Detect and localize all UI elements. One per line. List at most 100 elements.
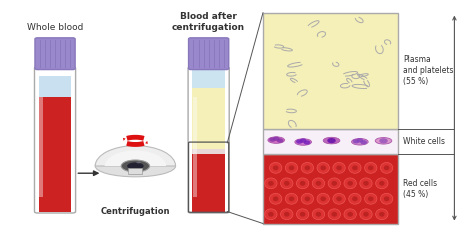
Bar — [263, 129, 398, 154]
Ellipse shape — [344, 209, 356, 220]
Ellipse shape — [363, 212, 369, 217]
Ellipse shape — [296, 209, 309, 220]
Bar — [263, 154, 398, 224]
Ellipse shape — [384, 165, 389, 170]
Bar — [39, 75, 72, 97]
Ellipse shape — [289, 165, 294, 170]
FancyBboxPatch shape — [189, 38, 229, 70]
Ellipse shape — [268, 181, 273, 186]
Ellipse shape — [331, 181, 337, 186]
Ellipse shape — [316, 181, 321, 186]
Ellipse shape — [277, 138, 283, 143]
Ellipse shape — [349, 193, 361, 204]
Ellipse shape — [273, 165, 278, 170]
Ellipse shape — [273, 196, 278, 201]
Bar — [39, 97, 72, 212]
Ellipse shape — [300, 181, 305, 186]
Bar — [192, 154, 225, 212]
Ellipse shape — [284, 212, 290, 217]
Ellipse shape — [328, 209, 340, 220]
Text: Red cells
(45 %): Red cells (45 %) — [403, 179, 438, 199]
Wedge shape — [95, 146, 175, 166]
Ellipse shape — [375, 138, 392, 144]
Ellipse shape — [381, 193, 393, 204]
Text: Whole blood: Whole blood — [27, 23, 83, 32]
Ellipse shape — [300, 138, 307, 143]
Ellipse shape — [270, 193, 282, 204]
Bar — [263, 13, 398, 129]
Ellipse shape — [265, 209, 277, 220]
Ellipse shape — [352, 196, 358, 201]
Ellipse shape — [281, 209, 293, 220]
Ellipse shape — [352, 139, 368, 145]
Ellipse shape — [312, 209, 325, 220]
Ellipse shape — [285, 193, 298, 204]
Ellipse shape — [379, 181, 384, 186]
Ellipse shape — [301, 193, 313, 204]
Ellipse shape — [336, 196, 342, 201]
Ellipse shape — [368, 196, 374, 201]
Ellipse shape — [270, 162, 282, 173]
Ellipse shape — [312, 178, 325, 189]
Ellipse shape — [268, 212, 273, 217]
Ellipse shape — [304, 140, 310, 145]
Ellipse shape — [331, 212, 337, 217]
Ellipse shape — [296, 178, 309, 189]
Ellipse shape — [301, 162, 313, 173]
Ellipse shape — [379, 212, 384, 217]
Ellipse shape — [317, 193, 329, 204]
Ellipse shape — [269, 137, 276, 142]
Ellipse shape — [305, 165, 310, 170]
Bar — [192, 68, 225, 88]
Ellipse shape — [356, 138, 363, 142]
FancyBboxPatch shape — [35, 38, 75, 70]
Ellipse shape — [368, 165, 374, 170]
Ellipse shape — [320, 165, 326, 170]
Ellipse shape — [137, 161, 141, 163]
Bar — [192, 88, 225, 148]
Ellipse shape — [376, 209, 388, 220]
Ellipse shape — [365, 162, 377, 173]
Ellipse shape — [360, 209, 372, 220]
Bar — [193, 97, 197, 197]
Ellipse shape — [323, 137, 340, 144]
Ellipse shape — [379, 138, 388, 143]
Ellipse shape — [289, 196, 294, 201]
Ellipse shape — [360, 140, 367, 144]
Ellipse shape — [273, 136, 280, 141]
Ellipse shape — [320, 196, 326, 201]
Ellipse shape — [352, 165, 358, 170]
Ellipse shape — [363, 181, 369, 186]
Ellipse shape — [336, 165, 342, 170]
Ellipse shape — [127, 162, 144, 170]
Ellipse shape — [316, 212, 321, 217]
Ellipse shape — [344, 178, 356, 189]
Ellipse shape — [333, 193, 345, 204]
Ellipse shape — [360, 178, 372, 189]
Text: Blood after
centrifugation: Blood after centrifugation — [172, 13, 245, 32]
Ellipse shape — [327, 138, 336, 143]
Ellipse shape — [381, 162, 393, 173]
Ellipse shape — [95, 155, 175, 177]
Ellipse shape — [265, 178, 277, 189]
Ellipse shape — [317, 162, 329, 173]
Ellipse shape — [333, 162, 345, 173]
Text: Centrifugation: Centrifugation — [100, 207, 170, 216]
Ellipse shape — [349, 162, 361, 173]
Ellipse shape — [365, 193, 377, 204]
Ellipse shape — [353, 139, 359, 143]
Ellipse shape — [376, 178, 388, 189]
Ellipse shape — [296, 139, 303, 144]
Ellipse shape — [384, 196, 389, 201]
Ellipse shape — [284, 181, 290, 186]
Ellipse shape — [328, 178, 340, 189]
Text: Plasma
and platelets
(55 %): Plasma and platelets (55 %) — [403, 55, 454, 86]
Ellipse shape — [347, 212, 353, 217]
Bar — [39, 97, 44, 197]
Ellipse shape — [121, 160, 150, 172]
Bar — [128, 168, 143, 174]
Ellipse shape — [281, 178, 293, 189]
Ellipse shape — [347, 181, 353, 186]
Ellipse shape — [305, 196, 310, 201]
Bar — [192, 148, 225, 154]
